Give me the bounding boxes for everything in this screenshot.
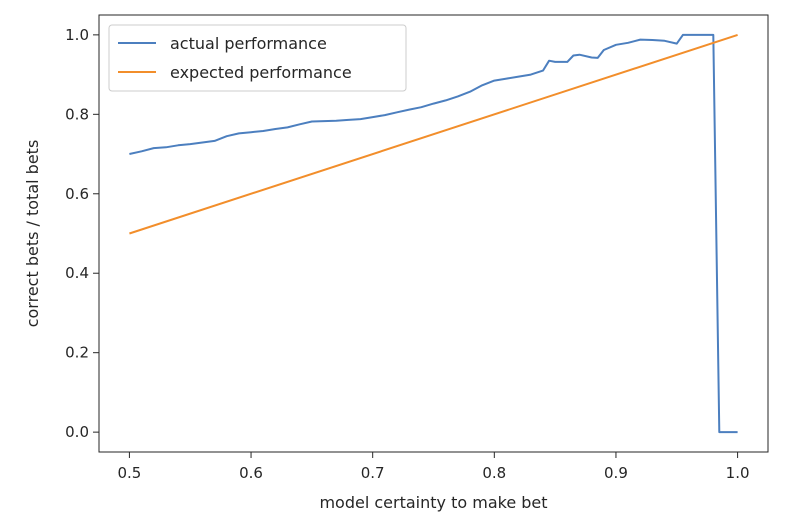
y-axis-label: correct bets / total bets: [23, 140, 42, 328]
series-line-2: [129, 33, 738, 235]
y-tick-label: 0.6: [65, 185, 89, 203]
x-axis-label: model certainty to make bet: [319, 493, 547, 512]
plot-area: [129, 33, 738, 434]
y-tick-label: 1.0: [65, 26, 89, 44]
series-line-1: [129, 33, 738, 434]
y-tick-label: 0.8: [65, 105, 89, 123]
x-axis: 0.5 0.6 0.7 0.8 0.9 1.0: [117, 452, 750, 482]
legend-label-1: actual performance: [170, 34, 327, 53]
legend-box: [108, 24, 407, 92]
x-tick-label: 0.8: [482, 464, 506, 482]
x-tick-label: 0.6: [239, 464, 263, 482]
y-axis: 0.0 0.2 0.4 0.6 0.8 1.0: [65, 26, 99, 441]
x-tick-label: 0.5: [117, 464, 141, 482]
y-tick-label: 0.4: [65, 264, 89, 282]
y-tick-label: 0.0: [65, 423, 89, 441]
x-tick-label: 0.9: [604, 464, 628, 482]
y-tick-label: 0.2: [65, 344, 89, 362]
plot-frame: [98, 14, 769, 453]
x-tick-label: 0.7: [361, 464, 385, 482]
legend: actual performance expected performance: [108, 24, 407, 92]
x-tick-label: 1.0: [726, 464, 750, 482]
legend-label-2: expected performance: [170, 63, 352, 82]
